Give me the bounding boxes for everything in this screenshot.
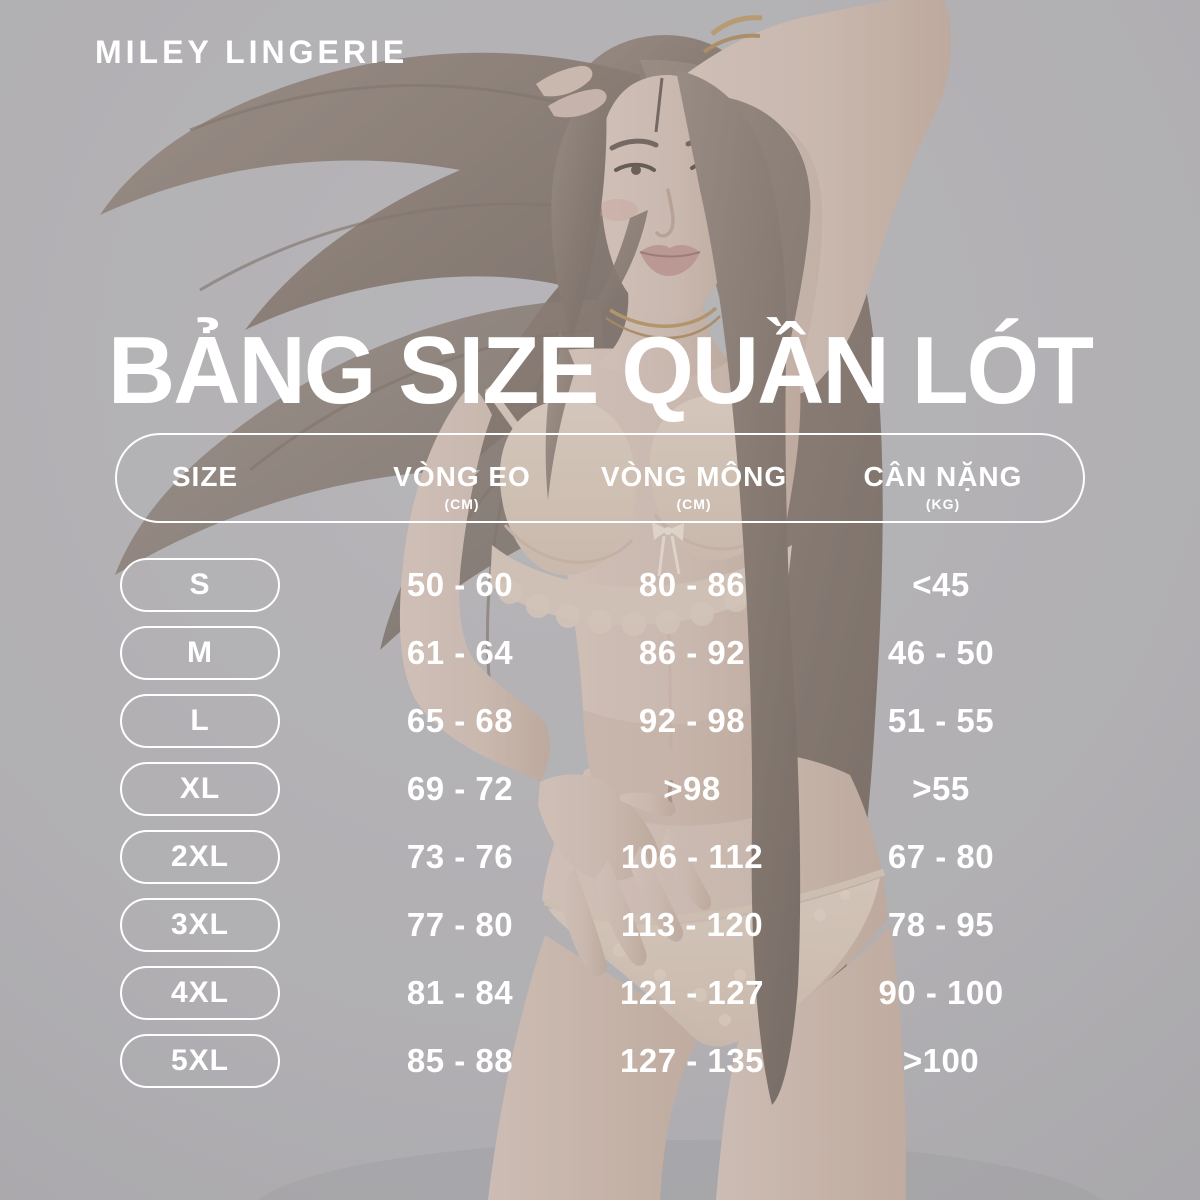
column-header-hip: VÒNG MÔNG (CM) <box>572 435 816 521</box>
weight-value: 46 - 50 <box>887 634 995 671</box>
table-row: XL 69 - 72 >98 >55 <box>0 762 1200 816</box>
column-header-waist: VÒNG EO (CM) <box>342 435 582 521</box>
size-pill: 2XL <box>120 830 280 884</box>
waist-value: 85 - 88 <box>406 1042 514 1079</box>
column-header-label: VÒNG EO <box>393 461 531 492</box>
table-header-row: SIZE VÒNG EO (CM) VÒNG MÔNG (CM) CÂN NẶN… <box>115 433 1085 523</box>
hip-value: 106 - 112 <box>620 838 764 875</box>
bow-detail <box>652 522 684 577</box>
column-header-label: VÒNG MÔNG <box>600 461 788 492</box>
page-title: BẢNG SIZE QUẦN LÓT <box>107 317 1094 424</box>
hip-value: 92 - 98 <box>638 702 746 739</box>
size-label: L <box>190 704 210 737</box>
hip-value: 121 - 127 <box>620 974 764 1011</box>
size-table-body: S 50 - 60 80 - 86 <45 M 61 - 64 86 - 92 … <box>0 558 1200 1098</box>
hip-value: 113 - 120 <box>620 906 764 943</box>
column-header-unit: (KG) <box>925 495 961 512</box>
table-row: 2XL 73 - 76 106 - 112 67 - 80 <box>0 830 1200 884</box>
table-row: S 50 - 60 80 - 86 <45 <box>0 558 1200 612</box>
size-pill: L <box>120 694 280 748</box>
column-header-label: CÂN NẶNG <box>863 461 1023 492</box>
hip-value: 86 - 92 <box>638 634 746 671</box>
hip-value: 80 - 86 <box>638 566 746 603</box>
table-row: L 65 - 68 92 - 98 51 - 55 <box>0 694 1200 748</box>
weight-value: 90 - 100 <box>878 974 1004 1011</box>
table-row: 4XL 81 - 84 121 - 127 90 - 100 <box>0 966 1200 1020</box>
column-header-size: SIZE <box>123 435 287 521</box>
column-header-unit: (CM) <box>676 495 712 512</box>
size-label: S <box>189 568 211 601</box>
waist-value: 61 - 64 <box>406 634 514 671</box>
weight-value: 67 - 80 <box>887 838 995 875</box>
size-pill: 5XL <box>120 1034 280 1088</box>
size-label: 5XL <box>170 1044 230 1077</box>
weight-value: >55 <box>912 770 970 807</box>
waist-value: 77 - 80 <box>406 906 514 943</box>
column-header-label: SIZE <box>171 461 239 492</box>
weight-value: >100 <box>902 1042 980 1079</box>
necklace <box>605 306 721 340</box>
size-pill: XL <box>120 762 280 816</box>
size-pill: 4XL <box>120 966 280 1020</box>
size-pill: S <box>120 558 280 612</box>
size-label: 3XL <box>170 908 230 941</box>
column-header-unit: (CM) <box>444 495 480 512</box>
weight-value: 78 - 95 <box>887 906 995 943</box>
table-row: 3XL 77 - 80 113 - 120 78 - 95 <box>0 898 1200 952</box>
size-label: 2XL <box>170 840 230 873</box>
size-label: M <box>187 636 213 669</box>
hip-value: 127 - 135 <box>620 1042 764 1079</box>
brand-logo: MILEY LINGERIE <box>95 34 409 70</box>
size-pill: M <box>120 626 280 680</box>
weight-value: 51 - 55 <box>887 702 995 739</box>
size-pill: 3XL <box>120 898 280 952</box>
hip-value: >98 <box>663 770 721 807</box>
size-label: XL <box>179 772 221 805</box>
hand <box>538 774 712 976</box>
waist-value: 50 - 60 <box>406 566 514 603</box>
waist-value: 81 - 84 <box>406 974 514 1011</box>
waist-value: 69 - 72 <box>406 770 514 807</box>
table-row: 5XL 85 - 88 127 - 135 >100 <box>0 1034 1200 1088</box>
table-row: M 61 - 64 86 - 92 46 - 50 <box>0 626 1200 680</box>
weight-value: <45 <box>912 566 970 603</box>
column-header-weight: CÂN NẶNG (KG) <box>822 435 1064 521</box>
waist-value: 65 - 68 <box>406 702 514 739</box>
bracelet <box>702 15 763 54</box>
size-label: 4XL <box>170 976 230 1009</box>
waist-value: 73 - 76 <box>406 838 514 875</box>
